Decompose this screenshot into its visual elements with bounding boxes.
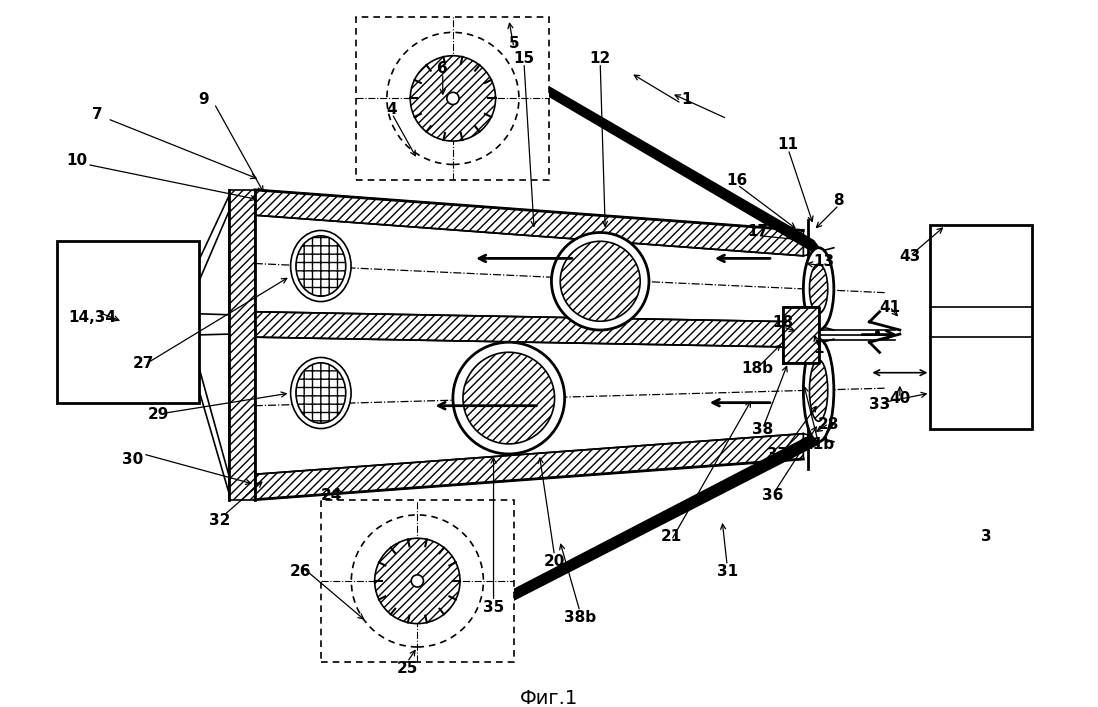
Text: 10: 10 [67, 153, 88, 168]
Bar [930, 226, 1031, 429]
Text: 27: 27 [132, 356, 154, 370]
Text: 18b: 18b [741, 361, 773, 375]
Text: 40: 40 [888, 391, 910, 406]
Text: 12: 12 [590, 51, 610, 66]
Text: 29: 29 [147, 407, 169, 421]
Text: 32: 32 [209, 513, 229, 527]
Ellipse shape [290, 358, 350, 429]
Polygon shape [255, 434, 803, 500]
Circle shape [462, 353, 554, 444]
Text: 36: 36 [762, 487, 783, 503]
Text: 38b: 38b [563, 609, 595, 624]
Polygon shape [255, 190, 803, 257]
Polygon shape [783, 307, 818, 363]
Circle shape [452, 343, 564, 455]
Text: 8: 8 [833, 193, 843, 208]
Text: 26: 26 [290, 563, 311, 578]
Circle shape [447, 93, 459, 105]
Text: 30: 30 [122, 452, 144, 467]
Text: 11: 11 [777, 137, 798, 152]
Text: 41: 41 [878, 300, 899, 315]
Bar [321, 500, 514, 662]
Text: 31: 31 [716, 563, 737, 578]
Circle shape [411, 575, 423, 588]
Ellipse shape [295, 236, 346, 297]
Text: 5: 5 [508, 36, 518, 51]
Text: 20: 20 [544, 554, 564, 568]
Bar [57, 241, 199, 404]
Text: 3: 3 [981, 528, 990, 543]
Text: 25: 25 [396, 660, 417, 674]
Bar [356, 18, 549, 180]
Polygon shape [255, 312, 803, 348]
Text: 9: 9 [199, 92, 210, 107]
Text: 33: 33 [869, 396, 889, 411]
Text: 1: 1 [813, 340, 824, 355]
Text: 7: 7 [92, 107, 102, 122]
Text: 43: 43 [899, 249, 920, 264]
Text: 15: 15 [513, 51, 535, 66]
Text: 18: 18 [772, 315, 793, 330]
Text: 35: 35 [482, 599, 504, 614]
Ellipse shape [290, 231, 350, 302]
Text: 16: 16 [726, 173, 748, 188]
Polygon shape [437, 23, 828, 262]
Text: 28: 28 [818, 416, 839, 431]
Text: 37: 37 [766, 447, 788, 462]
Circle shape [551, 233, 649, 330]
Polygon shape [412, 423, 833, 652]
Text: 4: 4 [386, 102, 397, 117]
Polygon shape [229, 190, 255, 500]
Ellipse shape [803, 248, 833, 330]
Text: 38: 38 [751, 421, 773, 436]
Text: 17: 17 [747, 223, 768, 238]
Text: Фиг.1: Фиг.1 [519, 689, 579, 707]
Text: 1: 1 [681, 92, 692, 107]
Circle shape [560, 242, 640, 322]
Text: 14,34: 14,34 [68, 310, 116, 325]
Circle shape [410, 57, 495, 142]
Ellipse shape [809, 360, 827, 421]
Text: 21b: 21b [802, 437, 834, 452]
Ellipse shape [803, 339, 833, 442]
Circle shape [351, 515, 483, 647]
Ellipse shape [809, 264, 827, 314]
Text: 24: 24 [321, 487, 341, 503]
Circle shape [386, 33, 518, 165]
Ellipse shape [295, 363, 346, 423]
Circle shape [374, 539, 460, 624]
Text: 13: 13 [813, 254, 833, 269]
Text: 6: 6 [437, 62, 448, 76]
Text: 21: 21 [660, 528, 682, 543]
